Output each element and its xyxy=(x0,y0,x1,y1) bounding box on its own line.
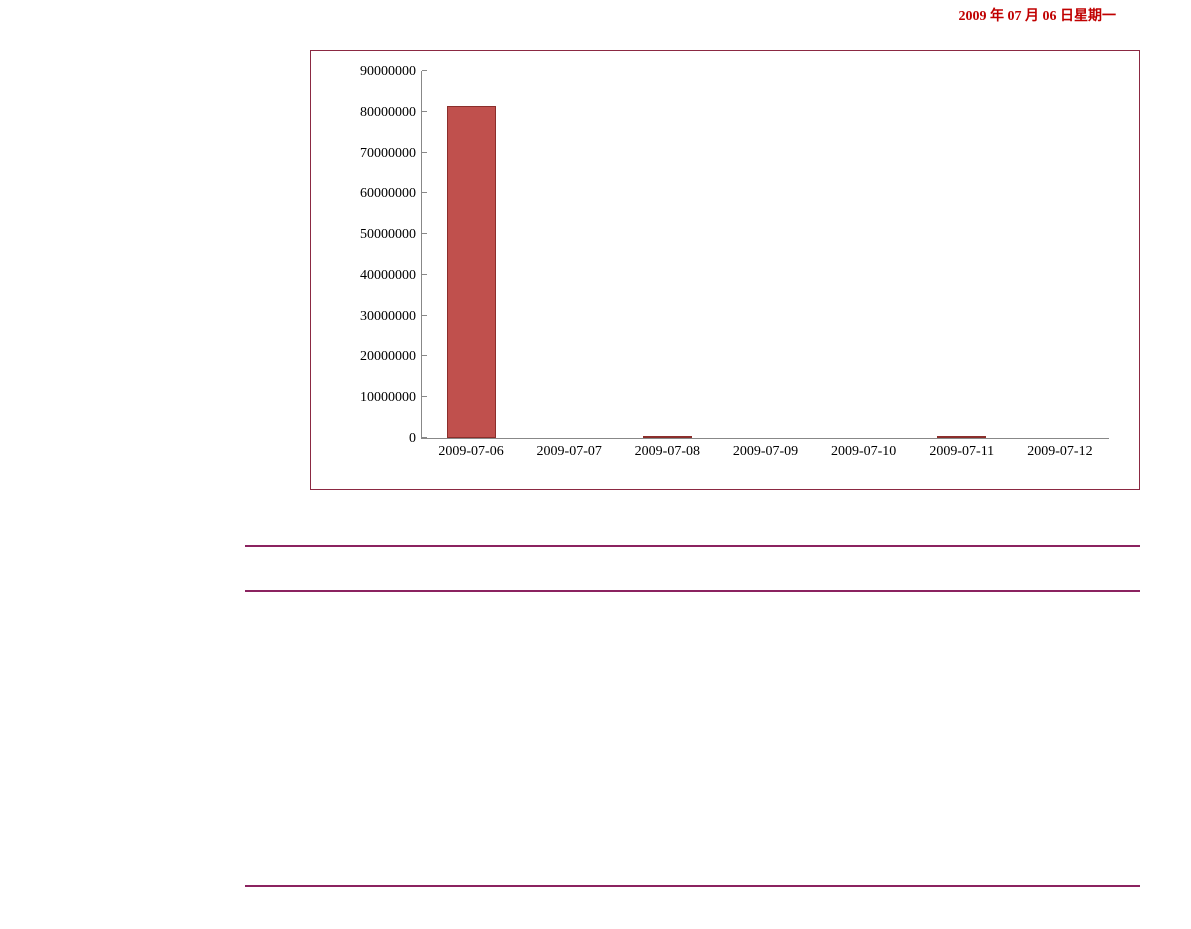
y-tick-label: 80000000 xyxy=(360,105,416,120)
y-tick: 90000000 xyxy=(360,62,422,80)
y-tick: 20000000 xyxy=(360,347,422,365)
x-axis-label: 2009-07-10 xyxy=(831,438,896,460)
bar-group xyxy=(1011,71,1109,438)
y-tick: 60000000 xyxy=(360,184,422,202)
x-axis-label: 2009-07-06 xyxy=(438,438,503,460)
x-axis-label: 2009-07-09 xyxy=(733,438,798,460)
divider-line xyxy=(245,590,1140,592)
date-header: 2009 年 07 月 06 日星期一 xyxy=(959,5,1117,25)
divider-line xyxy=(245,545,1140,547)
bar-group xyxy=(913,71,1011,438)
y-tick-label: 90000000 xyxy=(360,64,416,79)
x-axis-label: 2009-07-08 xyxy=(635,438,700,460)
bar-group xyxy=(520,71,618,438)
y-tick-label: 70000000 xyxy=(360,146,416,161)
y-tick: 30000000 xyxy=(360,307,422,325)
bar xyxy=(447,106,496,438)
y-tick-label: 30000000 xyxy=(360,309,416,324)
y-tick-label: 50000000 xyxy=(360,227,416,242)
bar-group xyxy=(716,71,814,438)
chart-inner: 0 10000000 20000000 30000000 40000000 5000000… xyxy=(321,61,1129,479)
chart-container: 0 10000000 20000000 30000000 40000000 5000000… xyxy=(310,50,1140,490)
y-tick-label: 0 xyxy=(409,431,416,446)
y-tick-label: 20000000 xyxy=(360,349,416,364)
divider-line xyxy=(245,885,1140,887)
y-tick: 10000000 xyxy=(360,388,422,406)
bar-group xyxy=(422,71,520,438)
y-tick: 40000000 xyxy=(360,266,422,284)
x-axis-label: 2009-07-12 xyxy=(1027,438,1092,460)
bar-group xyxy=(618,71,716,438)
y-tick-label: 60000000 xyxy=(360,186,416,201)
y-tick: 80000000 xyxy=(360,103,422,121)
y-tick-label: 40000000 xyxy=(360,268,416,283)
x-axis-label: 2009-07-11 xyxy=(929,438,994,460)
y-tick: 0 xyxy=(409,429,422,447)
y-tick: 50000000 xyxy=(360,225,422,243)
plot-area: 0100000002000000030000000400000005000000… xyxy=(421,71,1109,439)
y-tick: 70000000 xyxy=(360,144,422,162)
x-axis-label: 2009-07-07 xyxy=(537,438,602,460)
y-tick-label: 10000000 xyxy=(360,390,416,405)
bar-group xyxy=(815,71,913,438)
